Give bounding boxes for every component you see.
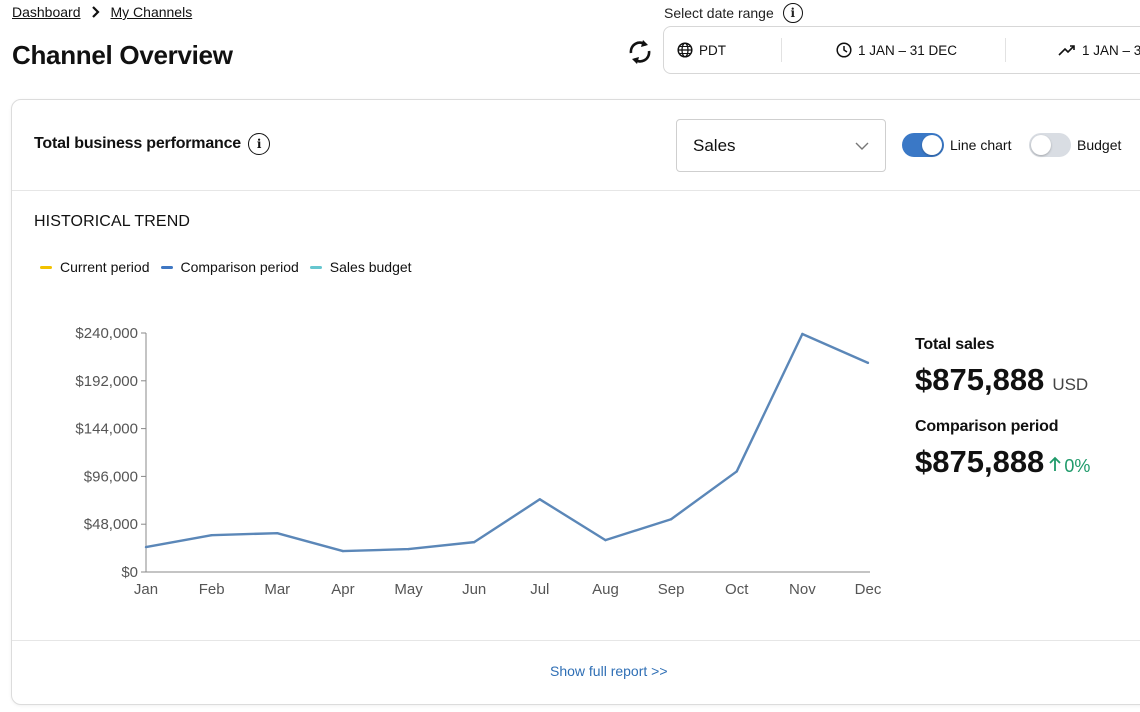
card-title: Total business performance i xyxy=(34,133,271,155)
legend-item-current-period[interactable]: Current period xyxy=(40,259,150,275)
clock-icon xyxy=(836,42,852,58)
total-sales-value-row: $875,888 USD xyxy=(915,362,1090,398)
info-icon[interactable]: i xyxy=(248,133,271,155)
timezone-selector[interactable]: PDT xyxy=(664,38,782,62)
legend-label: Current period xyxy=(60,259,150,275)
series-line-comparison-period xyxy=(145,332,869,553)
data-point xyxy=(276,531,279,535)
x-tick-label: Jul xyxy=(530,581,549,598)
breadcrumb: Dashboard My Channels xyxy=(12,4,192,20)
x-tick-label: Sep xyxy=(658,581,685,598)
data-point xyxy=(801,332,804,336)
data-point xyxy=(144,545,148,549)
chart-legend: Current period Comparison period Sales b… xyxy=(40,259,423,275)
timezone-value: PDT xyxy=(699,42,726,58)
legend-label: Sales budget xyxy=(329,259,412,275)
card-title-text: Total business performance xyxy=(34,135,242,152)
x-tick-label: Apr xyxy=(331,581,354,598)
date-range-selector[interactable]: 1 JAN – 31 DEC xyxy=(782,38,1006,62)
x-tick-label: Jun xyxy=(462,581,486,598)
x-tick-label: Aug xyxy=(592,581,619,598)
toggle-switch-on[interactable] xyxy=(902,133,944,157)
data-point xyxy=(604,538,607,542)
total-sales-value: $875,888 xyxy=(915,362,1045,397)
y-tick-label: $240,000 xyxy=(75,325,138,342)
legend-swatch xyxy=(40,265,52,269)
comparison-range-value: 1 JAN – 3 xyxy=(1082,42,1140,58)
data-point xyxy=(669,518,673,521)
page-title: Channel Overview xyxy=(12,40,233,70)
chevron-down-icon xyxy=(855,142,869,150)
y-tick-label: $48,000 xyxy=(84,516,138,533)
y-tick-label: $0 xyxy=(121,564,138,581)
total-sales-unit: USD xyxy=(1052,375,1089,394)
data-point xyxy=(341,549,345,553)
legend-label: Comparison period xyxy=(180,259,299,275)
toggle-switch-off[interactable] xyxy=(1029,133,1071,157)
y-tick-label: $96,000 xyxy=(84,468,138,485)
trending-up-icon xyxy=(1058,45,1075,56)
date-range-value: 1 JAN – 31 DEC xyxy=(858,42,958,58)
data-point xyxy=(866,361,870,365)
budget-toggle-label: Budget xyxy=(1077,137,1122,153)
comparison-change-value: 0% xyxy=(1064,456,1091,476)
x-tick-label: Oct xyxy=(725,581,749,598)
arrow-up-icon xyxy=(1049,456,1061,471)
y-tick-label: $192,000 xyxy=(75,373,138,390)
x-tick-label: Nov xyxy=(789,581,816,598)
comparison-value-row: $875,888 0% xyxy=(915,444,1090,480)
breadcrumb-my-channels-link[interactable]: My Channels xyxy=(110,4,193,20)
data-point xyxy=(735,470,738,473)
metric-select[interactable]: Sales xyxy=(676,119,886,172)
date-range-label-text: Select date range xyxy=(664,5,774,21)
comparison-period-label: Comparison period xyxy=(915,418,1059,435)
comparison-change: 0% xyxy=(1048,456,1090,477)
metric-select-value: Sales xyxy=(693,135,736,155)
sales-summary: Total sales $875,888 USD Comparison peri… xyxy=(915,336,1090,480)
chevron-right-icon xyxy=(91,6,101,18)
info-icon[interactable]: i xyxy=(782,3,803,23)
show-full-report-link[interactable]: Show full report >> xyxy=(550,663,668,679)
line-chart-toggle-label: Line chart xyxy=(950,137,1012,153)
section-title: HISTORICAL TREND xyxy=(34,213,190,230)
performance-card: Total business performance i Sales Line … xyxy=(11,99,1140,705)
comparison-period-value: $875,888 xyxy=(915,444,1045,479)
data-point xyxy=(407,547,410,551)
legend-swatch xyxy=(309,265,322,269)
breadcrumb-dashboard-link[interactable]: Dashboard xyxy=(12,4,81,20)
legend-item-sales-budget[interactable]: Sales budget xyxy=(309,259,412,275)
data-point xyxy=(472,540,476,544)
card-header: Total business performance i Sales Line … xyxy=(12,100,1140,191)
refresh-icon[interactable] xyxy=(624,36,656,68)
x-tick-label: Mar xyxy=(264,581,290,598)
globe-icon xyxy=(677,42,693,58)
y-tick-label: $144,000 xyxy=(75,421,138,438)
x-tick-label: Dec xyxy=(855,581,882,598)
x-tick-label: Jan xyxy=(134,581,158,598)
data-point xyxy=(538,498,542,501)
historical-trend-chart: $0 $48,000 $96,000 $144,000 $192,000 $240,000… xyxy=(75,325,882,598)
data-point xyxy=(210,533,213,537)
date-range-label: Select date range i xyxy=(664,3,803,23)
comparison-range-selector[interactable]: 1 JAN – 3 xyxy=(1006,38,1140,62)
legend-item-comparison-period[interactable]: Comparison period xyxy=(160,259,299,275)
x-tick-label: Feb xyxy=(199,581,225,598)
legend-swatch xyxy=(160,265,173,269)
total-sales-label: Total sales xyxy=(915,336,995,353)
card-footer-divider xyxy=(12,640,1140,641)
x-tick-label: May xyxy=(394,581,423,598)
date-range-bar: PDT 1 JAN – 31 DEC 1 JAN – 3 xyxy=(663,26,1140,74)
line-chart-toggle[interactable]: Line chart xyxy=(902,133,1011,157)
budget-toggle[interactable]: Budget xyxy=(1029,133,1121,157)
